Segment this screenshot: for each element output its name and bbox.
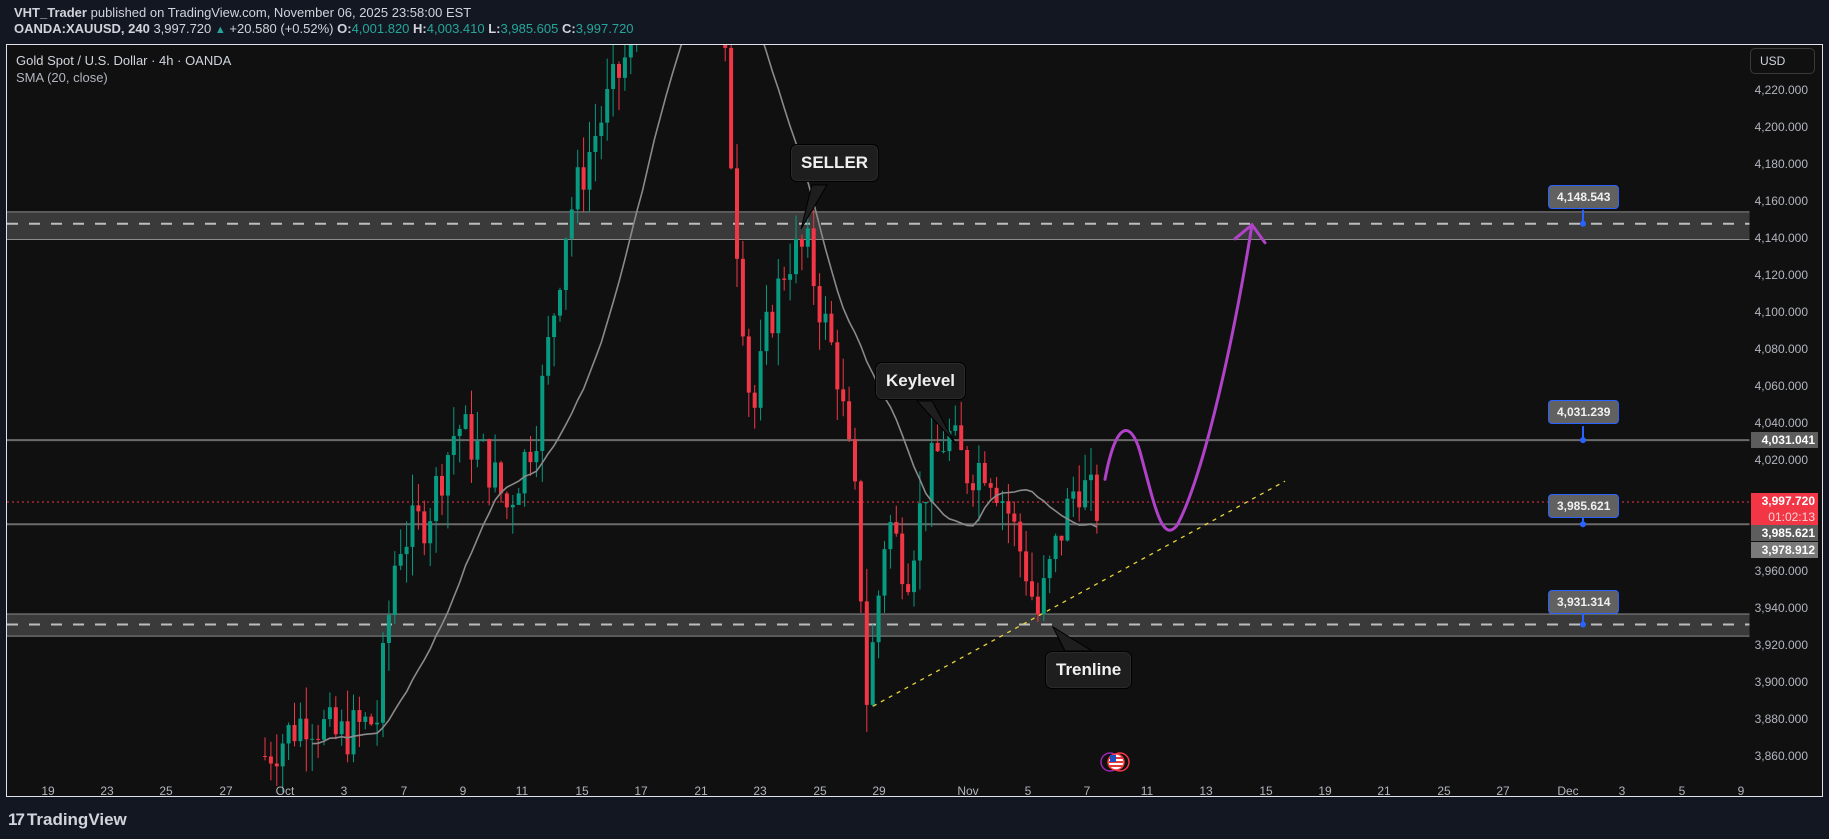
low-label: L: bbox=[488, 21, 501, 36]
support-price-box[interactable]: 3,985.621 bbox=[1548, 494, 1619, 518]
price-axis-label: 3,880.000 bbox=[1754, 712, 1808, 726]
keylevel-callout[interactable]: Keylevel bbox=[875, 362, 966, 400]
time-axis-label: 27 bbox=[219, 784, 233, 797]
last-price: 3,997.720 bbox=[153, 21, 212, 36]
time-axis-label: Oct bbox=[275, 784, 295, 797]
publish-text: published on TradingView.com, November 0… bbox=[90, 5, 472, 20]
price-axis-label: 4,140.000 bbox=[1754, 231, 1808, 245]
legend-title: Gold Spot / U.S. Dollar · 4h · OANDA bbox=[16, 53, 232, 68]
time-axis-label: 23 bbox=[753, 784, 767, 797]
symbol-label: OANDA:XAUUSD, 240 bbox=[14, 21, 150, 36]
price-axis-label: 3,900.000 bbox=[1754, 675, 1808, 689]
time-axis-label: 5 bbox=[1024, 784, 1032, 797]
price-axis-label: 4,160.000 bbox=[1754, 194, 1808, 208]
price-axis-label: 4,060.000 bbox=[1754, 379, 1808, 393]
seller-callout[interactable]: SELLER bbox=[790, 144, 880, 182]
currency-button[interactable]: USD bbox=[1750, 48, 1815, 74]
high-label: H: bbox=[413, 21, 427, 36]
time-axis-label: 7 bbox=[1083, 784, 1091, 797]
time-axis-label: 25 bbox=[159, 784, 173, 797]
time-axis-label: Dec bbox=[1557, 784, 1579, 797]
us-economic-event-icon[interactable] bbox=[1100, 751, 1132, 773]
time-axis-label: 19 bbox=[1318, 784, 1332, 797]
time-axis-label: 13 bbox=[1199, 784, 1213, 797]
zone-top-price-box[interactable]: 4,148.543 bbox=[1548, 185, 1619, 209]
price-axis-label: 4,020.000 bbox=[1754, 453, 1808, 467]
open-value: 4,001.820 bbox=[351, 21, 410, 36]
bar-countdown: 01:02:13 bbox=[1768, 510, 1815, 524]
current-price-value: 3,997.720 bbox=[1761, 494, 1815, 508]
time-axis-label: 27 bbox=[1496, 784, 1510, 797]
time-axis-label: 5 bbox=[1678, 784, 1686, 797]
tradingview-logo[interactable]: 17 TradingView bbox=[8, 810, 127, 830]
price-axis-label: 4,040.000 bbox=[1754, 416, 1808, 430]
time-axis-label: 25 bbox=[813, 784, 827, 797]
price-axis-label: 4,100.000 bbox=[1754, 305, 1808, 319]
high-value: 4,003.410 bbox=[426, 21, 485, 36]
tradingview-logo-icon: 17 bbox=[8, 810, 25, 829]
keylevel-axis-tag: 4,031.041 bbox=[1751, 432, 1818, 448]
up-triangle-icon: ▲ bbox=[214, 24, 226, 36]
current-price-tag: 3,997.720 01:02:13 bbox=[1751, 493, 1818, 525]
low-value: 3,985.605 bbox=[500, 21, 559, 36]
price-change: +20.580 (+0.52%) bbox=[229, 21, 334, 36]
trendline-callout[interactable]: Trenline bbox=[1045, 651, 1133, 689]
close-label: C: bbox=[561, 21, 576, 36]
author-name[interactable]: VHT_Trader bbox=[14, 5, 87, 20]
time-axis-label: 29 bbox=[872, 784, 886, 797]
price-chart[interactable] bbox=[7, 45, 1823, 797]
price-axis-label: 4,180.000 bbox=[1754, 157, 1808, 171]
tradingview-logo-text: TradingView bbox=[26, 810, 127, 829]
time-axis-label: 11 bbox=[1140, 784, 1154, 797]
time-axis-label: 9 bbox=[459, 784, 467, 797]
price-axis-label: 3,860.000 bbox=[1754, 749, 1808, 763]
open-label: O: bbox=[337, 21, 352, 36]
keylevel-price-box[interactable]: 4,031.239 bbox=[1548, 400, 1619, 424]
time-axis-label: Nov bbox=[957, 784, 979, 797]
time-axis-label: 3 bbox=[1618, 784, 1626, 797]
price-axis-label: 3,960.000 bbox=[1754, 564, 1808, 578]
price-axis-label: 4,080.000 bbox=[1754, 342, 1808, 356]
chart-legend: Gold Spot / U.S. Dollar · 4h · OANDA SMA… bbox=[16, 52, 231, 86]
time-axis-label: 15 bbox=[575, 784, 589, 797]
price-axis-label: 4,200.000 bbox=[1754, 120, 1808, 134]
time-axis-label: 11 bbox=[515, 784, 529, 797]
time-axis-label: 23 bbox=[100, 784, 114, 797]
legend-indicator[interactable]: SMA (20, close) bbox=[16, 70, 108, 85]
price-axis-label: 3,920.000 bbox=[1754, 638, 1808, 652]
time-axis-label: 3 bbox=[340, 784, 348, 797]
chart-pane[interactable]: Gold Spot / U.S. Dollar · 4h · OANDA SMA… bbox=[6, 44, 1823, 797]
symbol-info-bar: OANDA:XAUUSD, 240 3,997.720 ▲ +20.580 (+… bbox=[14, 21, 634, 36]
time-axis-label: 21 bbox=[694, 784, 708, 797]
price-axis-label: 3,940.000 bbox=[1754, 601, 1808, 615]
zone-bottom-price-box[interactable]: 3,931.314 bbox=[1548, 590, 1619, 614]
time-axis-label: 7 bbox=[400, 784, 408, 797]
time-axis-label: 15 bbox=[1259, 784, 1273, 797]
time-axis-label: 19 bbox=[41, 784, 55, 797]
time-axis-label: 17 bbox=[634, 784, 648, 797]
time-axis-label: 21 bbox=[1377, 784, 1391, 797]
time-axis-label: 25 bbox=[1437, 784, 1451, 797]
close-value: 3,997.720 bbox=[575, 21, 634, 36]
publish-info: VHT_Trader published on TradingView.com,… bbox=[14, 5, 471, 20]
time-axis-label: 9 bbox=[1737, 784, 1745, 797]
price-axis-label: 4,120.000 bbox=[1754, 268, 1808, 282]
sma-axis-tag: 3,978.912 bbox=[1751, 542, 1818, 558]
price-axis-label: 4,220.000 bbox=[1754, 83, 1808, 97]
support-axis-tag: 3,985.621 bbox=[1751, 525, 1818, 541]
